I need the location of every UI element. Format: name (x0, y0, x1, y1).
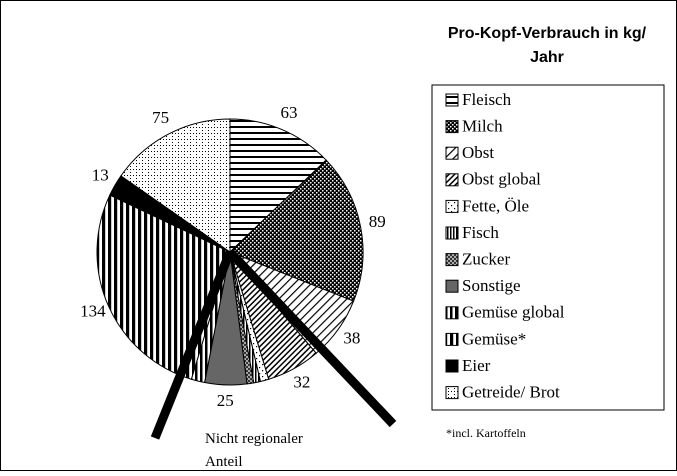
legend-label: Obst (462, 143, 494, 162)
legend-label: Fleisch (462, 90, 512, 109)
data-label: 89 (369, 212, 386, 231)
pointer-line (226, 248, 397, 428)
data-label: 75 (152, 108, 169, 127)
pie-slice (120, 118, 231, 253)
legend-swatch (445, 199, 459, 213)
legend-label: Gemüse* (462, 329, 526, 348)
legend-swatch (445, 279, 459, 293)
legend-swatch (445, 359, 459, 373)
pie-slice (229, 159, 364, 302)
legend-label: Gemüse global (462, 303, 565, 322)
data-label: 25 (217, 391, 234, 410)
pie-slice (229, 118, 327, 254)
legend-box (431, 84, 665, 411)
legend-label: Fisch (462, 223, 499, 242)
legend-label: Getreide/ Brot (462, 383, 560, 402)
chart-title: Pro-Kopf-Verbrauch in kg/ Jahr (447, 25, 647, 66)
legend-swatch (445, 332, 459, 346)
legend-label: Sonstige (462, 276, 521, 295)
data-label: 63 (280, 103, 297, 122)
legend-label: Milch (462, 117, 503, 136)
legend-swatch (445, 306, 459, 320)
footnote: *incl. Kartoffeln (446, 426, 526, 440)
pointer-line (150, 250, 235, 440)
legend-swatch (445, 226, 459, 240)
data-label: 38 (343, 328, 360, 347)
legend-label: Eier (462, 356, 491, 375)
data-label: 13 (92, 166, 109, 185)
legend-label: Obst global (462, 170, 541, 189)
data-label: 32 (293, 373, 310, 392)
legend-swatch (445, 386, 459, 400)
legend-swatch (445, 173, 459, 187)
data-label: 134 (80, 302, 106, 321)
legend-swatch (445, 146, 459, 160)
legend-label: Fette, Öle (462, 196, 529, 215)
legend-swatch (445, 120, 459, 134)
legend-swatch (445, 93, 459, 107)
annotation: Nicht regionaler Anteil (205, 431, 303, 470)
legend-swatch (445, 253, 459, 267)
legend-label: Zucker (462, 250, 510, 269)
